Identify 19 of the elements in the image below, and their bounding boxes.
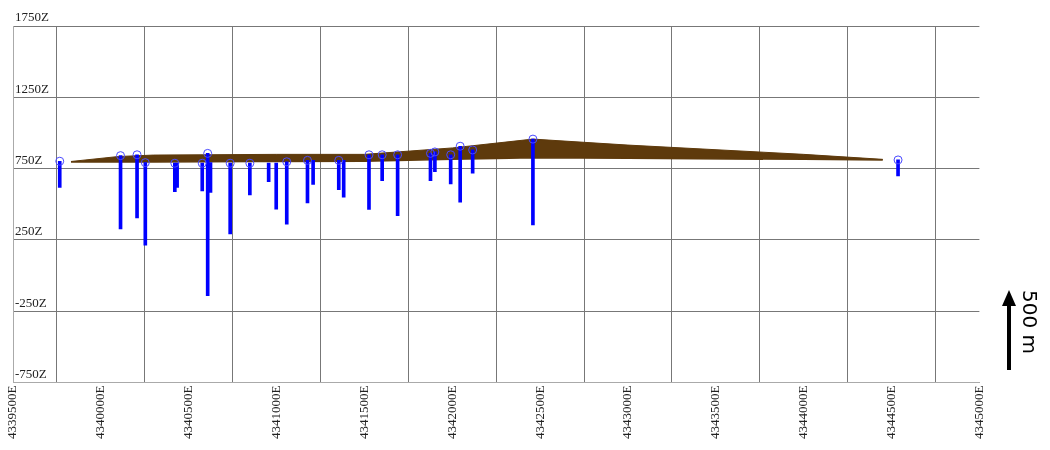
- y-tick-label: 750Z: [15, 152, 43, 168]
- y-tick-label: -250Z: [15, 294, 47, 310]
- x-tick-label: 4344000E: [795, 385, 811, 440]
- x-tick-label: 4341000E: [267, 385, 283, 440]
- x-tick-label: 4339500E: [4, 385, 20, 440]
- y-tick-label: 250Z: [15, 223, 43, 239]
- y-tick-label: -750Z: [15, 365, 47, 381]
- y-tick-label: 1250Z: [15, 80, 49, 96]
- x-tick-label: 4340000E: [92, 385, 108, 440]
- x-tick-label: 4342500E: [531, 385, 547, 440]
- scale-arrow: 500 m: [1002, 290, 1042, 370]
- x-tick-label: 4341500E: [355, 385, 371, 440]
- x-tick-label: 4340500E: [180, 385, 196, 440]
- x-tick-label: 4345000E: [970, 385, 986, 440]
- y-tick-label: 1750Z: [15, 9, 49, 25]
- x-tick-label: 4343000E: [619, 385, 635, 440]
- x-tick-label: 4342000E: [443, 385, 459, 440]
- x-tick-label: 4344500E: [882, 385, 898, 440]
- x-tick-label: 4343500E: [707, 385, 723, 440]
